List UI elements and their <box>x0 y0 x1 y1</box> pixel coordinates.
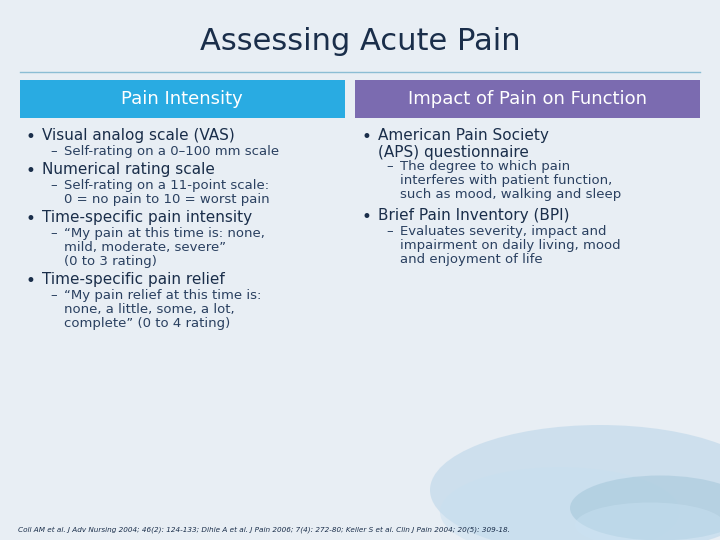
Text: –: – <box>386 160 392 173</box>
Text: –: – <box>50 289 57 302</box>
Text: Time-specific pain relief: Time-specific pain relief <box>42 272 225 287</box>
Text: Self-rating on a 11-point scale:: Self-rating on a 11-point scale: <box>64 179 269 192</box>
Text: •: • <box>362 128 372 146</box>
Text: Brief Pain Inventory (BPI): Brief Pain Inventory (BPI) <box>378 208 570 223</box>
Text: Coll AM et al. J Adv Nursing 2004; 46(2): 124-133; Dihle A et al. J Pain 2006; 7: Coll AM et al. J Adv Nursing 2004; 46(2)… <box>18 526 510 534</box>
Ellipse shape <box>575 503 720 540</box>
Text: impairment on daily living, mood: impairment on daily living, mood <box>400 239 621 252</box>
Ellipse shape <box>430 425 720 540</box>
Text: –: – <box>50 227 57 240</box>
Text: Time-specific pain intensity: Time-specific pain intensity <box>42 210 252 225</box>
Text: Visual analog scale (VAS): Visual analog scale (VAS) <box>42 128 235 143</box>
Text: •: • <box>26 128 36 146</box>
Text: •: • <box>362 208 372 226</box>
Text: mild, moderate, severe”: mild, moderate, severe” <box>64 241 226 254</box>
Text: American Pain Society: American Pain Society <box>378 128 549 143</box>
Text: interferes with patient function,: interferes with patient function, <box>400 174 612 187</box>
Text: •: • <box>26 210 36 228</box>
Text: none, a little, some, a lot,: none, a little, some, a lot, <box>64 303 235 316</box>
Text: and enjoyment of life: and enjoyment of life <box>400 253 543 266</box>
Text: complete” (0 to 4 rating): complete” (0 to 4 rating) <box>64 317 230 330</box>
Text: (0 to 3 rating): (0 to 3 rating) <box>64 255 157 268</box>
FancyBboxPatch shape <box>20 80 345 118</box>
Text: 0 = no pain to 10 = worst pain: 0 = no pain to 10 = worst pain <box>64 193 269 206</box>
Text: “My pain at this time is: none,: “My pain at this time is: none, <box>64 227 265 240</box>
Ellipse shape <box>440 467 680 540</box>
Text: Evaluates severity, impact and: Evaluates severity, impact and <box>400 225 606 238</box>
Text: Numerical rating scale: Numerical rating scale <box>42 162 215 177</box>
Ellipse shape <box>570 476 720 540</box>
Text: Pain Intensity: Pain Intensity <box>121 90 243 108</box>
Text: Assessing Acute Pain: Assessing Acute Pain <box>199 28 521 57</box>
Text: Impact of Pain on Function: Impact of Pain on Function <box>408 90 647 108</box>
Text: such as mood, walking and sleep: such as mood, walking and sleep <box>400 188 621 201</box>
Text: The degree to which pain: The degree to which pain <box>400 160 570 173</box>
Text: Self-rating on a 0–100 mm scale: Self-rating on a 0–100 mm scale <box>64 145 279 158</box>
Text: •: • <box>26 272 36 290</box>
Text: “My pain relief at this time is:: “My pain relief at this time is: <box>64 289 261 302</box>
Text: (APS) questionnaire: (APS) questionnaire <box>378 145 529 160</box>
Text: –: – <box>50 179 57 192</box>
FancyBboxPatch shape <box>355 80 700 118</box>
Text: –: – <box>50 145 57 158</box>
Text: •: • <box>26 162 36 180</box>
Text: –: – <box>386 225 392 238</box>
